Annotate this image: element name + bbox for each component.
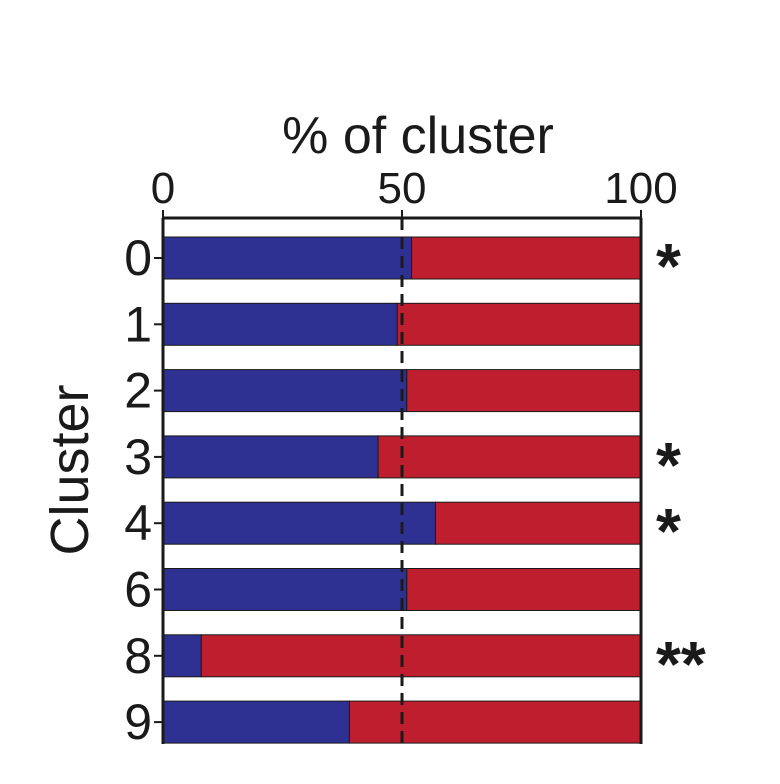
bar-cluster-1-series-0	[162, 302, 398, 346]
labels-layer: 0 * 1 2 3 * 4 * 6 8 ** 9 0 50 100 % of cluster Cluster	[40, 107, 706, 750]
bar-cluster-9-series-1	[348, 700, 642, 744]
bar-cluster-6-series-0	[162, 568, 408, 611]
significance-mark-3: *	[656, 429, 681, 501]
y-tick-label-2: 2	[124, 363, 152, 419]
bar-cluster-2-series-0	[162, 369, 408, 413]
bar-cluster-4-series-0	[162, 501, 436, 545]
significance-mark-8: **	[656, 628, 706, 700]
bar-cluster-0-series-0	[162, 236, 413, 280]
y-tick-label-1: 1	[124, 296, 152, 352]
x-tick-label-100: 100	[604, 164, 677, 213]
y-tick-label-9: 9	[124, 694, 152, 750]
bar-cluster-0-series-1	[411, 236, 642, 280]
bar-cluster-4-series-1	[434, 501, 642, 545]
bars-layer	[162, 236, 642, 744]
significance-mark-0: *	[656, 230, 681, 302]
bar-cluster-6-series-1	[406, 568, 642, 611]
bar-cluster-3-series-1	[377, 435, 642, 479]
x-axis-title: % of cluster	[282, 107, 554, 165]
bar-cluster-9-series-0	[162, 700, 350, 744]
y-tick-label-8: 8	[124, 628, 152, 684]
y-tick-label-3: 3	[124, 429, 152, 485]
y-tick-label-6: 6	[124, 562, 152, 618]
significance-mark-4: *	[656, 495, 681, 567]
y-tick-label-0: 0	[124, 230, 152, 286]
bar-cluster-3-series-0	[162, 435, 379, 479]
bar-cluster-8-series-1	[200, 634, 642, 678]
axes-layer	[154, 210, 643, 744]
y-axis-title: Cluster	[40, 384, 100, 555]
y-tick-label-4: 4	[124, 495, 152, 551]
x-tick-label-0: 0	[151, 164, 175, 213]
bar-cluster-2-series-1	[406, 369, 642, 413]
bar-cluster-8-series-0	[162, 634, 202, 678]
bar-cluster-1-series-1	[396, 302, 642, 346]
x-tick-label-50: 50	[378, 164, 427, 213]
